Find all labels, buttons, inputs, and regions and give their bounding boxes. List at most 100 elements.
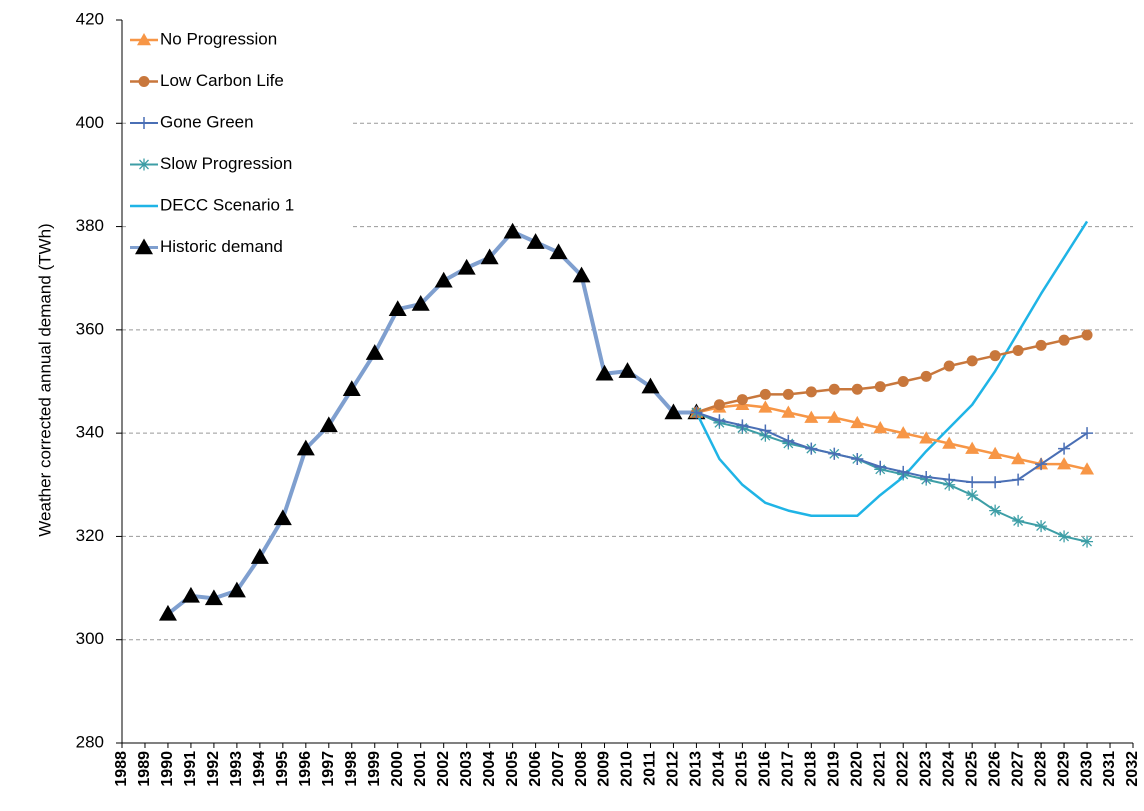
x-tick-label: 2004 bbox=[481, 751, 498, 787]
x-tick-label: 2027 bbox=[1009, 751, 1026, 787]
series-line bbox=[695, 220, 1089, 518]
marker bbox=[135, 238, 153, 255]
marker bbox=[943, 473, 956, 486]
x-tick-label: 2000 bbox=[389, 751, 406, 787]
marker bbox=[595, 364, 614, 381]
marker bbox=[365, 344, 384, 360]
marker bbox=[1080, 462, 1095, 475]
legend-label: No Progression bbox=[160, 29, 277, 48]
marker bbox=[897, 376, 909, 387]
x-tick-label: 1992 bbox=[205, 751, 222, 787]
marker bbox=[503, 222, 522, 239]
x-tick-label: 2025 bbox=[963, 751, 980, 787]
x-tick-label: 2016 bbox=[757, 751, 774, 787]
x-tick-label: 1995 bbox=[274, 751, 291, 787]
marker bbox=[874, 460, 887, 473]
y-tick-label: 380 bbox=[76, 216, 104, 235]
series-line bbox=[696, 403, 1088, 471]
x-tick-label: 2024 bbox=[940, 751, 957, 787]
marker bbox=[805, 442, 818, 455]
marker bbox=[966, 476, 979, 489]
marker bbox=[989, 504, 1002, 517]
marker bbox=[690, 406, 703, 419]
legend-label: Low Carbon Life bbox=[160, 71, 284, 90]
legend: No Progression Low Carbon Life Gone Green S… bbox=[126, 22, 352, 272]
marker bbox=[411, 295, 430, 311]
marker bbox=[204, 589, 223, 606]
marker bbox=[319, 416, 338, 433]
marker bbox=[736, 419, 749, 432]
marker bbox=[1058, 530, 1071, 543]
marker bbox=[989, 350, 1001, 362]
marker bbox=[1035, 520, 1048, 533]
series-line bbox=[696, 411, 1088, 543]
marker bbox=[1012, 514, 1025, 527]
legend-label: Gone Green bbox=[160, 112, 254, 131]
x-tick-label: 2008 bbox=[573, 751, 590, 787]
x-tick-label: 2017 bbox=[780, 751, 797, 787]
marker bbox=[851, 383, 863, 395]
x-tick-label: 2022 bbox=[894, 751, 911, 787]
x-tick-label: 2003 bbox=[458, 751, 475, 787]
marker bbox=[250, 548, 269, 564]
x-tick-label: 1990 bbox=[159, 751, 176, 787]
x-tick-label: 2026 bbox=[986, 751, 1003, 787]
y-axis-label: Weather corrected annual demand (TWh) bbox=[35, 223, 54, 536]
x-tick-label: 2006 bbox=[527, 751, 544, 787]
x-tick-label: 2007 bbox=[550, 751, 567, 787]
marker bbox=[736, 394, 748, 406]
x-tick-label: 1989 bbox=[136, 751, 153, 787]
marker bbox=[181, 586, 200, 603]
x-tick-label: 2029 bbox=[1055, 751, 1072, 787]
x-tick-label: 2023 bbox=[917, 751, 934, 787]
marker bbox=[572, 266, 591, 283]
legend-label: DECC Scenario 1 bbox=[160, 195, 294, 214]
marker bbox=[1035, 458, 1048, 471]
marker bbox=[342, 380, 361, 396]
marker bbox=[138, 117, 150, 129]
x-tick-label: 1991 bbox=[182, 751, 199, 787]
marker bbox=[388, 300, 407, 316]
x-tick-label: 2020 bbox=[848, 751, 865, 787]
marker bbox=[158, 604, 177, 621]
x-tick-label: 2010 bbox=[619, 751, 636, 787]
x-tick-label: 2014 bbox=[711, 751, 728, 787]
marker bbox=[920, 370, 932, 382]
marker bbox=[138, 76, 150, 87]
marker bbox=[942, 436, 957, 449]
marker bbox=[943, 360, 955, 372]
x-tick-label: 1994 bbox=[251, 751, 268, 787]
marker bbox=[526, 233, 545, 249]
marker bbox=[805, 386, 817, 398]
marker bbox=[804, 410, 819, 423]
marker bbox=[1035, 339, 1047, 351]
marker bbox=[966, 355, 978, 367]
series-line bbox=[166, 229, 697, 616]
x-tick-label: 2019 bbox=[826, 751, 843, 787]
series-line bbox=[696, 411, 1088, 484]
x-tick-label: 2013 bbox=[688, 751, 705, 787]
legend-background bbox=[126, 22, 352, 272]
marker bbox=[988, 446, 1003, 460]
marker bbox=[713, 399, 725, 411]
y-tick-label: 400 bbox=[76, 113, 104, 132]
y-tick-label: 340 bbox=[76, 423, 104, 442]
marker bbox=[782, 388, 794, 400]
x-tick-label: 1998 bbox=[343, 751, 360, 787]
marker bbox=[828, 447, 841, 460]
y-tick-label: 300 bbox=[76, 629, 104, 648]
marker bbox=[1012, 473, 1025, 486]
marker bbox=[989, 476, 1002, 489]
x-tick-label: 2015 bbox=[734, 751, 751, 787]
marker bbox=[137, 33, 151, 46]
marker bbox=[759, 424, 772, 437]
x-tick-label: 2032 bbox=[1124, 751, 1141, 787]
x-tick-label: 1993 bbox=[228, 751, 245, 787]
marker bbox=[873, 420, 888, 434]
marker bbox=[1081, 427, 1094, 440]
marker bbox=[1058, 442, 1071, 455]
marker bbox=[1081, 329, 1093, 341]
marker bbox=[896, 426, 911, 439]
x-tick-label: 2009 bbox=[596, 751, 613, 787]
